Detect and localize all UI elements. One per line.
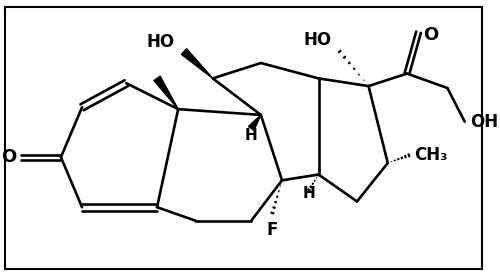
Text: H: H xyxy=(302,186,316,201)
Text: O: O xyxy=(2,148,16,166)
Text: OH: OH xyxy=(470,113,498,131)
Polygon shape xyxy=(154,76,178,109)
Text: HO: HO xyxy=(304,31,332,49)
Text: F: F xyxy=(266,221,278,239)
Polygon shape xyxy=(248,115,261,130)
Polygon shape xyxy=(182,49,213,78)
Text: CH₃: CH₃ xyxy=(414,146,447,164)
Text: H: H xyxy=(245,128,258,144)
Text: O: O xyxy=(424,26,438,44)
Text: HO: HO xyxy=(146,33,174,51)
